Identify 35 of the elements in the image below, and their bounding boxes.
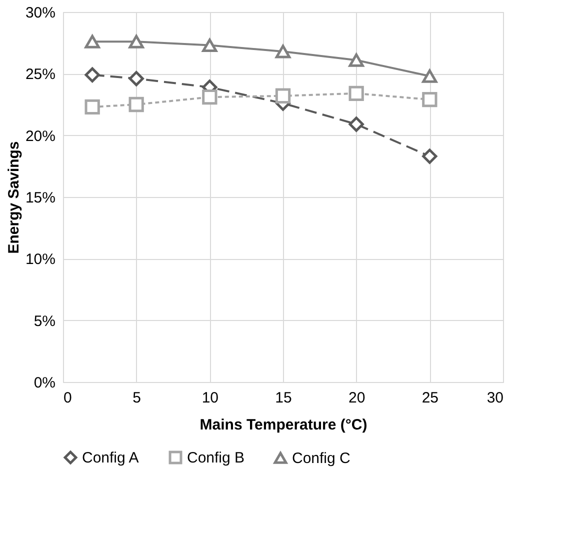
point: [202, 90, 218, 105]
point: [84, 99, 100, 115]
y-tick-label: 25%: [25, 66, 56, 84]
point: [422, 69, 438, 83]
y-tick-label: 5%: [34, 312, 56, 330]
point: [275, 44, 291, 58]
y-axis-title: Energy Savings: [5, 141, 22, 254]
x-tick-label: 10: [202, 390, 219, 406]
point: [422, 92, 438, 108]
y-tick-label: 30%: [25, 4, 56, 22]
point: [422, 148, 438, 164]
x-tick-label: 15: [275, 390, 292, 406]
legend-label: Config C: [292, 450, 351, 467]
x-tick-label: 30: [486, 390, 504, 406]
x-tick-label: 0: [64, 390, 72, 406]
point: [348, 86, 364, 101]
x-tick-label: 25: [422, 390, 439, 406]
y-tick-label: 20%: [25, 128, 56, 145]
legend-label: Config B: [187, 450, 245, 467]
x-tick-label: 5: [132, 390, 142, 406]
point: [348, 116, 364, 132]
point: [128, 34, 144, 48]
x-tick-label: 20: [348, 390, 366, 406]
point: [128, 71, 144, 86]
x-axis-title: Mains Temperature (°C): [200, 416, 368, 434]
point: [128, 96, 144, 112]
point: [275, 88, 291, 104]
legend-label: Config A: [82, 450, 139, 467]
point: [84, 34, 100, 48]
point: [84, 67, 100, 82]
y-tick-label: 0%: [34, 374, 56, 392]
y-tick-label: 15%: [25, 190, 56, 206]
y-tick-label: 10%: [25, 251, 56, 268]
point: [348, 53, 364, 67]
point: [202, 38, 218, 52]
